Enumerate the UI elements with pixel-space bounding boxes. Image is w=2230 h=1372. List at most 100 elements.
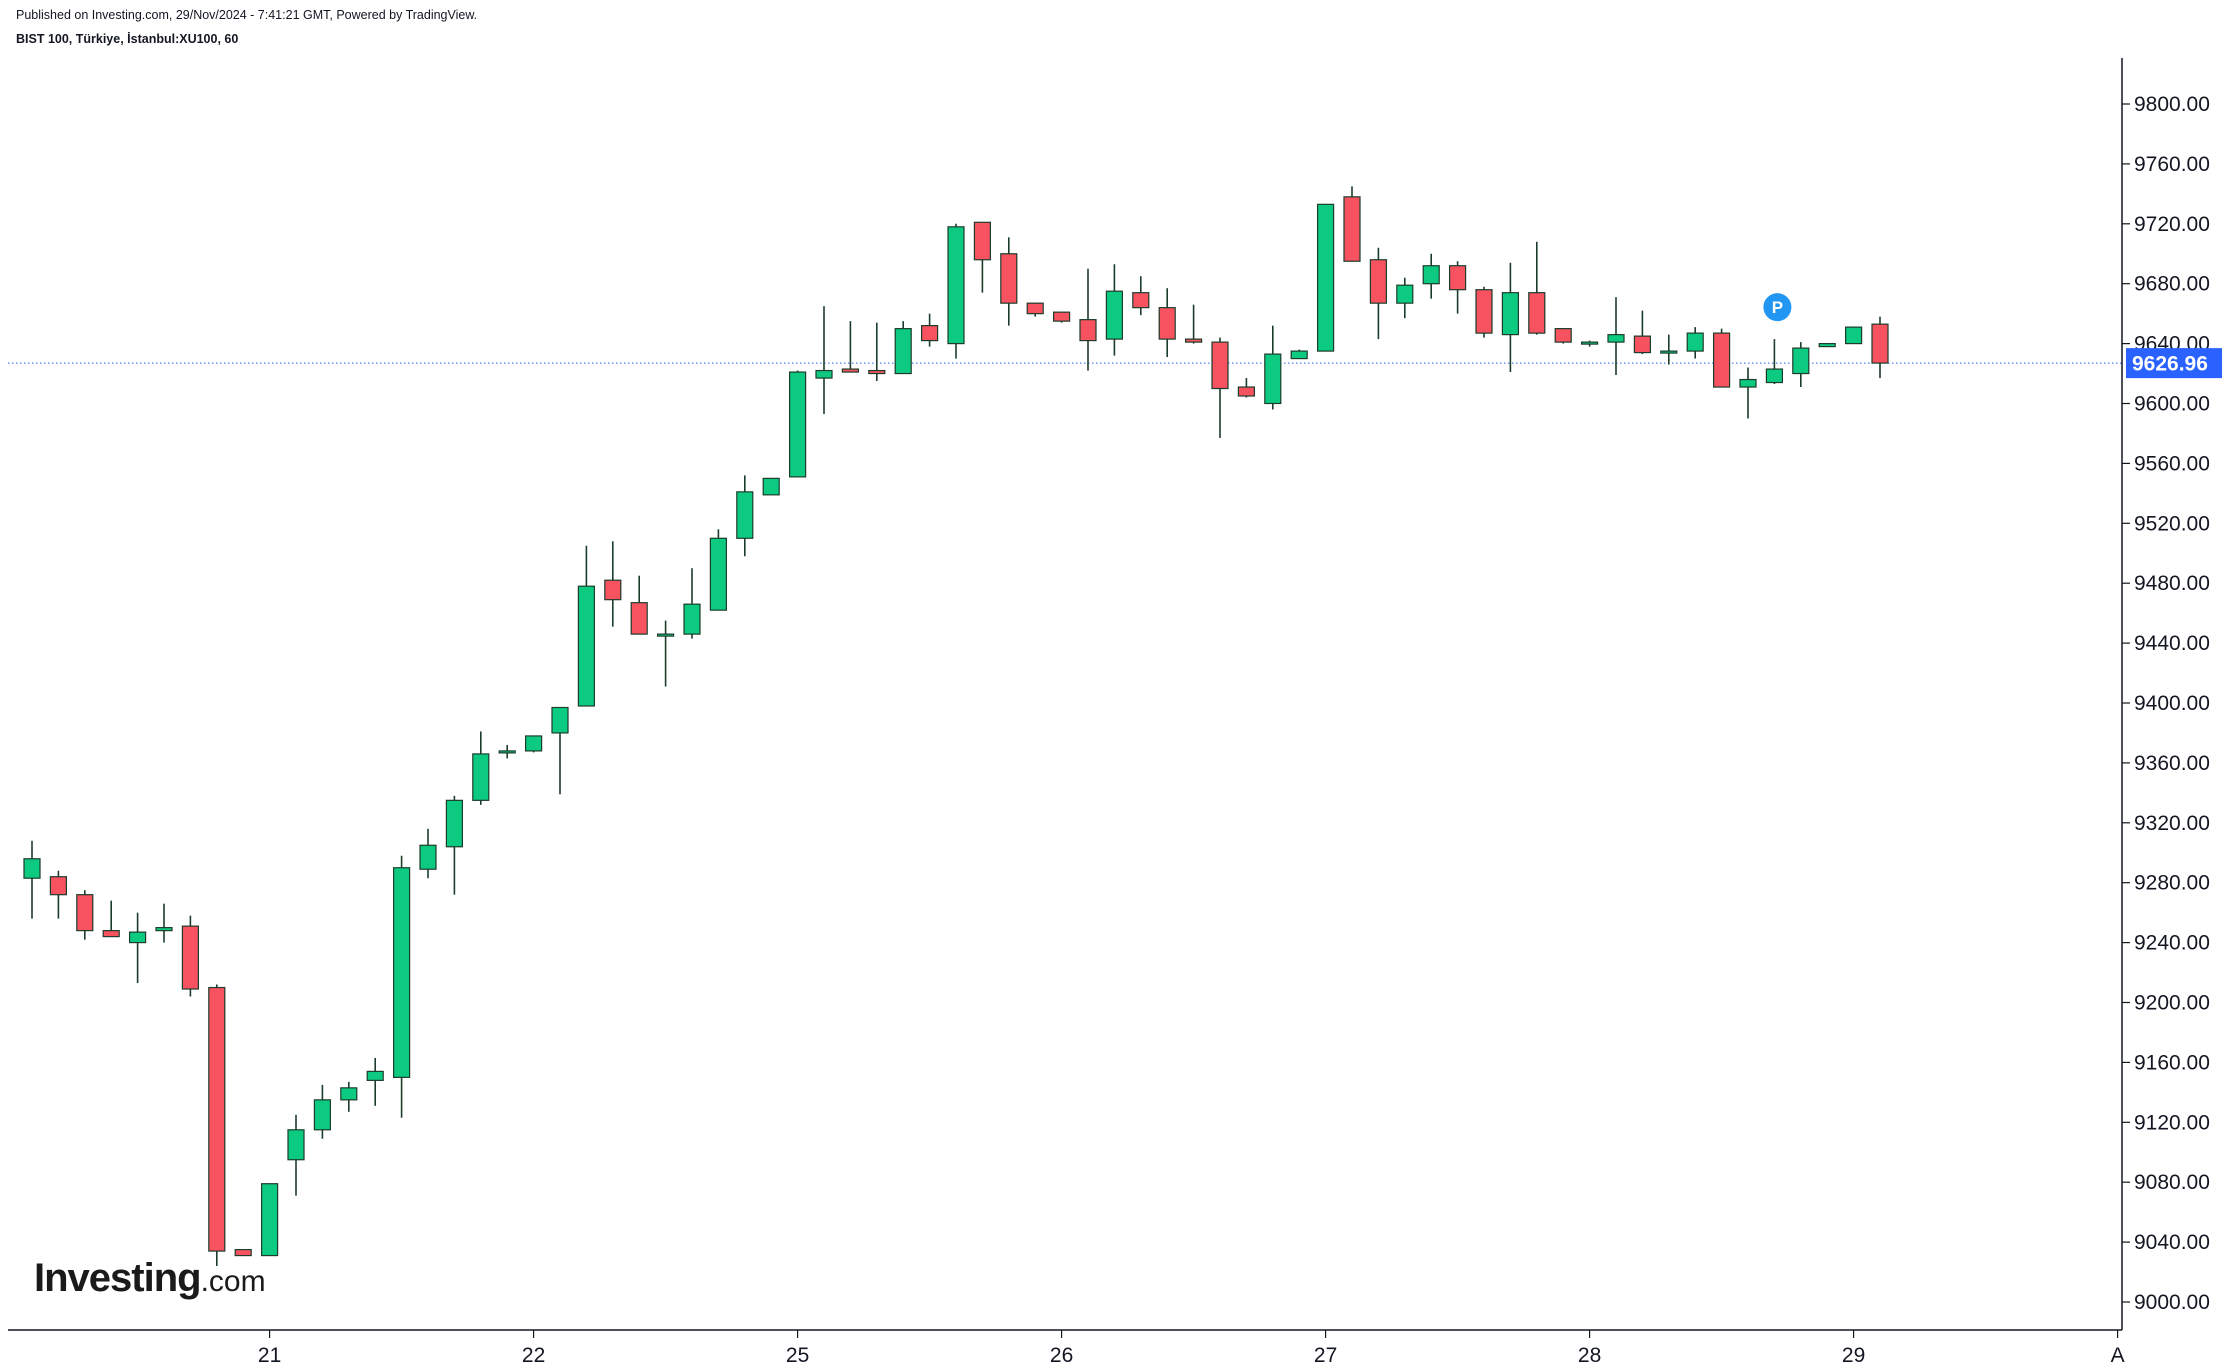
- price-tick-label: 9080.00: [2134, 1171, 2210, 1194]
- candle-body-up: [393, 867, 411, 1078]
- candle: [366, 1057, 384, 1106]
- candle: [208, 984, 226, 1267]
- candle: [1580, 340, 1599, 347]
- marker-badge[interactable]: [1763, 293, 1792, 322]
- candle: [1316, 203, 1335, 352]
- candle-body-down: [1475, 289, 1493, 334]
- candle: [762, 477, 780, 496]
- candle: [1290, 349, 1308, 360]
- candle-body-down: [1026, 302, 1044, 315]
- candle: [313, 1084, 331, 1139]
- candle: [287, 1114, 305, 1196]
- time-axis[interactable]: 21 22 25 26 27 28 29 A: [8, 1329, 2125, 1367]
- candle-body-down: [1528, 292, 1546, 334]
- candle-body-down: [1000, 253, 1018, 304]
- price-tick-label: 9760.00: [2134, 153, 2210, 176]
- price-tick-label: 9040.00: [2134, 1231, 2210, 1254]
- candle-body-down: [1211, 341, 1229, 390]
- candle: [1237, 378, 1256, 398]
- candle-body-up: [419, 844, 437, 870]
- investing-logo: Investing.com: [34, 1258, 266, 1298]
- candle-body-up: [1501, 292, 1520, 336]
- candle: [129, 912, 147, 984]
- candle-body-up: [1422, 265, 1440, 285]
- candle-body-up: [129, 931, 147, 944]
- candle: [23, 840, 41, 919]
- symbol-title: BIST 100, Türkiye, İstanbul:XU100, 60: [16, 32, 239, 46]
- candle: [1739, 367, 1757, 419]
- candle-body-up: [1844, 326, 1863, 345]
- candle: [1026, 302, 1044, 317]
- candle: [868, 322, 886, 382]
- candle-body-down: [1871, 323, 1889, 364]
- candle: [261, 1183, 279, 1257]
- price-tick-label: 9400.00: [2134, 692, 2210, 715]
- candle: [1000, 237, 1018, 326]
- candle: [604, 541, 622, 627]
- candle-body-up: [155, 927, 173, 932]
- price-tick-label: 9480.00: [2134, 572, 2210, 595]
- candle-body-up: [1316, 203, 1335, 352]
- candle-body-up: [1739, 378, 1757, 388]
- price-tick-label: 9520.00: [2134, 512, 2210, 535]
- time-tick-label: 27: [1314, 1344, 1337, 1367]
- candle-body-up: [23, 858, 41, 879]
- candle: [1528, 241, 1546, 335]
- candle: [1686, 327, 1704, 359]
- candle: [1792, 342, 1810, 388]
- candle-body-up: [551, 706, 569, 734]
- candle-body-down: [868, 369, 886, 375]
- price-tick-label: 9160.00: [2134, 1051, 2210, 1074]
- candle: [1396, 277, 1414, 319]
- candle: [1422, 253, 1440, 299]
- candle-body-down: [1052, 311, 1071, 322]
- candle-body-down: [1369, 259, 1388, 304]
- candle-body-up: [1818, 343, 1836, 348]
- candle-body-up: [762, 477, 780, 496]
- candle-body-up: [498, 750, 516, 754]
- chart-marker[interactable]: P: [1763, 293, 1792, 322]
- candle: [1132, 276, 1150, 316]
- price-tick-label: 9360.00: [2134, 752, 2210, 775]
- candle: [1475, 286, 1493, 338]
- candle: [524, 735, 543, 753]
- candle-body-up: [1580, 341, 1599, 345]
- price-tick-label: 9200.00: [2134, 992, 2210, 1015]
- candle: [1052, 311, 1071, 323]
- candle-body-up: [313, 1099, 331, 1131]
- candle-body-down: [841, 368, 860, 373]
- candle-body-down: [208, 986, 226, 1252]
- candle-body-down: [1343, 196, 1361, 262]
- candle: [340, 1081, 358, 1112]
- candle: [551, 706, 569, 795]
- candle-body-down: [234, 1248, 252, 1257]
- candle: [1554, 328, 1572, 344]
- candle: [498, 744, 516, 759]
- candle-body-down: [1132, 292, 1150, 309]
- candles: [23, 186, 1889, 1267]
- price-tick-label: 9720.00: [2134, 213, 2210, 236]
- published-credit: Published on Investing.com, 29/Nov/2024 …: [16, 8, 478, 22]
- candle: [1211, 337, 1229, 438]
- candle-body-up: [709, 537, 728, 611]
- candle-body-up: [1607, 334, 1625, 343]
- candle-body-up: [656, 633, 675, 637]
- candle-body-down: [973, 221, 992, 261]
- price-tick-label: 9800.00: [2134, 93, 2210, 116]
- marker-label: P: [1772, 298, 1783, 317]
- candle: [788, 370, 807, 478]
- candle-body-down: [920, 325, 939, 342]
- candle: [1264, 325, 1282, 410]
- candle: [472, 731, 490, 805]
- candle-body-up: [287, 1129, 305, 1161]
- candle: [1343, 186, 1361, 262]
- candle-body-up: [815, 369, 833, 379]
- candle-body-down: [1633, 335, 1652, 354]
- candle: [815, 306, 833, 414]
- price-axis[interactable]: 9000.00 9040.00 9080.00 9120.00 9160.00 9200.…: [2121, 58, 2222, 1330]
- candle-body-up: [1396, 284, 1414, 304]
- last-price-label: 9626.96: [2132, 353, 2208, 376]
- candle: [1712, 328, 1731, 388]
